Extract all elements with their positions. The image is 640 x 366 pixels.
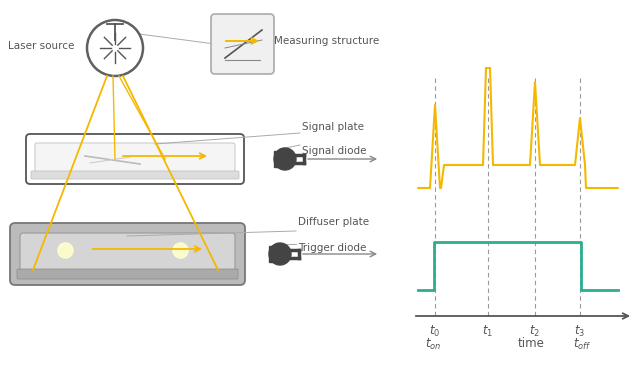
Text: Diffuser plate: Diffuser plate (298, 217, 369, 227)
Text: $t_1$: $t_1$ (483, 324, 493, 339)
Text: Signal plate: Signal plate (302, 122, 364, 132)
Text: time: time (518, 337, 545, 350)
Text: $t_3$: $t_3$ (575, 324, 586, 339)
Bar (274, 151, 279, 167)
Text: $t_{off}$: $t_{off}$ (573, 337, 591, 352)
Text: $t_0$: $t_0$ (429, 324, 440, 339)
FancyBboxPatch shape (211, 14, 274, 74)
FancyBboxPatch shape (31, 171, 239, 179)
Text: Laser source: Laser source (8, 41, 74, 51)
FancyBboxPatch shape (10, 223, 245, 285)
Text: $t_{on}$: $t_{on}$ (425, 337, 441, 352)
Text: Measuring structure: Measuring structure (274, 36, 380, 46)
Text: $t_2$: $t_2$ (529, 324, 541, 339)
Circle shape (269, 243, 291, 265)
FancyBboxPatch shape (26, 134, 244, 184)
FancyBboxPatch shape (20, 233, 235, 275)
Bar (269, 246, 274, 262)
Point (175, 247, 185, 253)
FancyBboxPatch shape (17, 269, 238, 279)
Text: Signal diode: Signal diode (302, 146, 367, 156)
Text: Trigger diode: Trigger diode (298, 243, 366, 253)
FancyBboxPatch shape (35, 143, 235, 175)
Circle shape (274, 148, 296, 170)
Point (60, 247, 70, 253)
